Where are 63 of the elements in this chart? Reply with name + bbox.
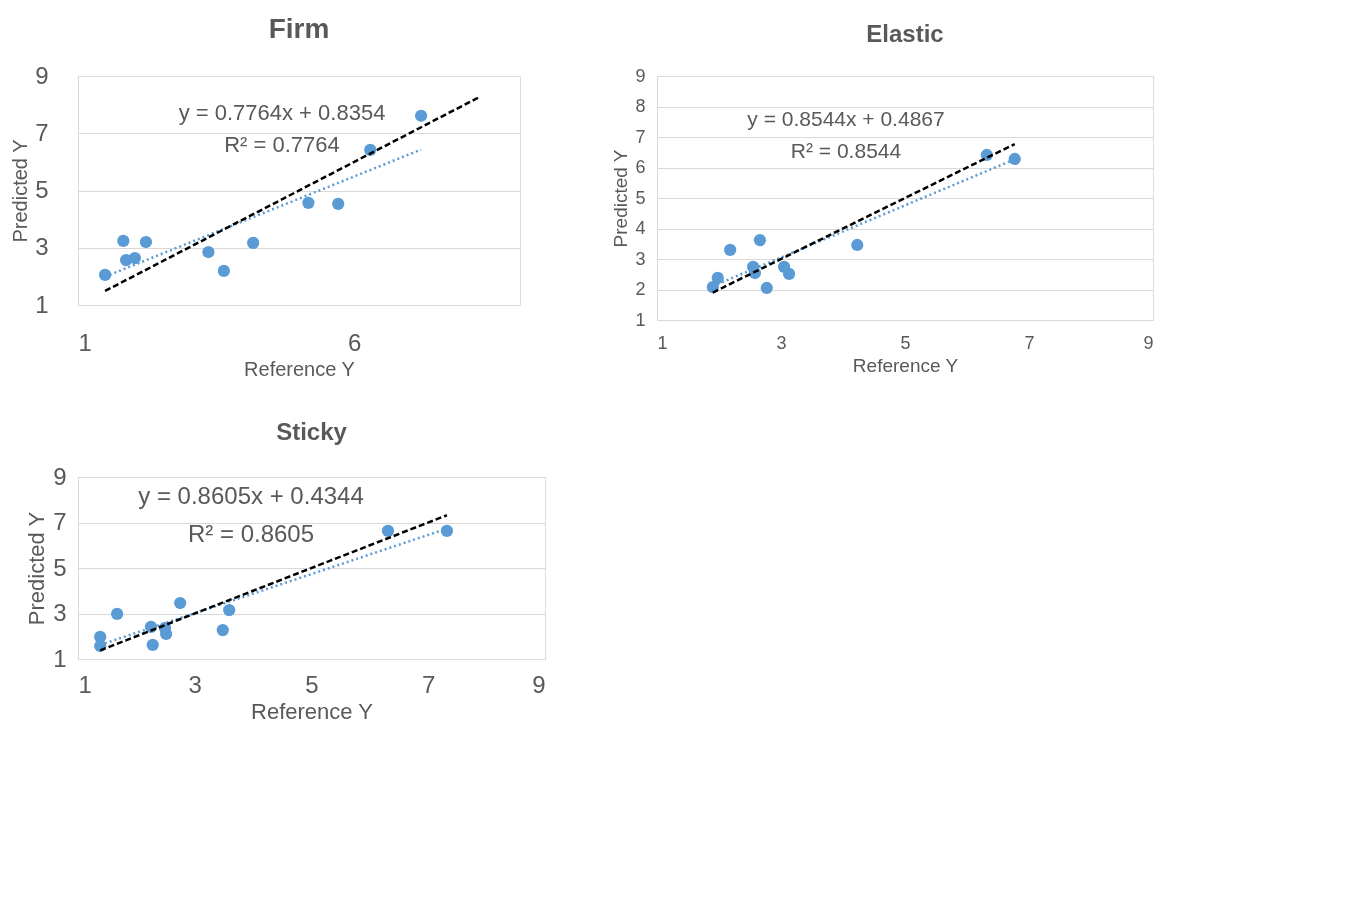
y-tick-label: 3 (35, 233, 49, 261)
y-tick-label: 4 (635, 218, 646, 238)
y-tick-label: 6 (635, 157, 646, 177)
y-axis-title: Predicted Y (24, 511, 50, 626)
y-tick-label: 3 (53, 599, 67, 626)
y-tick-label: 9 (635, 65, 646, 86)
point (1008, 152, 1021, 166)
point (332, 197, 345, 211)
x-tick-label: 7 (1024, 332, 1035, 353)
x-tick-label: 3 (776, 332, 787, 353)
x-axis-title: Reference Y (244, 357, 355, 380)
y-tick-label: 7 (53, 508, 67, 535)
point (724, 243, 737, 256)
point (302, 196, 315, 209)
annotation: y = 0.8544x + 0.4867 (747, 107, 945, 130)
y-tick-label: 1 (635, 309, 646, 330)
point (247, 236, 260, 249)
point (128, 251, 142, 265)
annotation: y = 0.8605x + 0.4344 (138, 482, 364, 509)
point (711, 271, 724, 285)
x-tick-label: 5 (305, 670, 319, 698)
y-tick-label: 7 (35, 118, 49, 146)
point (98, 268, 112, 282)
y-axis-title: Predicted Y (9, 139, 32, 243)
y-tick-label: 5 (635, 187, 646, 208)
x-tick-label: 5 (900, 332, 911, 353)
y-tick-label: 1 (53, 644, 67, 672)
x-axis-title: Reference Y (852, 354, 959, 376)
x-tick-label: 9 (1143, 332, 1154, 353)
chart-title: Elastic (866, 20, 944, 47)
y-tick-label: 7 (635, 126, 646, 147)
x-axis-title: Reference Y (251, 698, 374, 724)
y-tick-label: 2 (635, 279, 646, 299)
x-tick-label: 1 (78, 328, 92, 356)
y-tick-label: 5 (35, 176, 49, 203)
point (753, 233, 767, 247)
point (217, 264, 230, 278)
y-tick-label: 8 (635, 96, 646, 116)
x-tick-label: 7 (422, 670, 436, 698)
y-tick-label: 9 (35, 61, 49, 89)
point (851, 238, 864, 252)
point (202, 245, 215, 259)
y-axis-title: Predicted Y (610, 149, 632, 248)
y-tick-label: 1 (35, 290, 49, 318)
point (414, 109, 428, 122)
y-tick-label: 3 (635, 248, 646, 269)
annotation: R² = 0.8544 (790, 139, 902, 162)
point (760, 281, 773, 295)
point (139, 235, 153, 249)
x-tick-label: 6 (348, 328, 362, 356)
annotation: R² = 0.7764 (224, 132, 340, 157)
point (117, 234, 130, 247)
chart-title: Sticky (276, 418, 348, 445)
y-tick-label: 5 (53, 553, 67, 581)
x-tick-label: 9 (532, 670, 546, 698)
x-tick-label: 1 (657, 332, 668, 353)
y-tick-label: 9 (53, 462, 67, 490)
x-tick-label: 3 (188, 670, 202, 698)
x-tick-label: 1 (78, 670, 92, 698)
chart-title: Firm (268, 13, 330, 44)
annotation: R² = 0.8605 (187, 520, 315, 547)
annotation: y = 0.7764x + 0.8354 (178, 100, 386, 125)
point (782, 267, 796, 281)
